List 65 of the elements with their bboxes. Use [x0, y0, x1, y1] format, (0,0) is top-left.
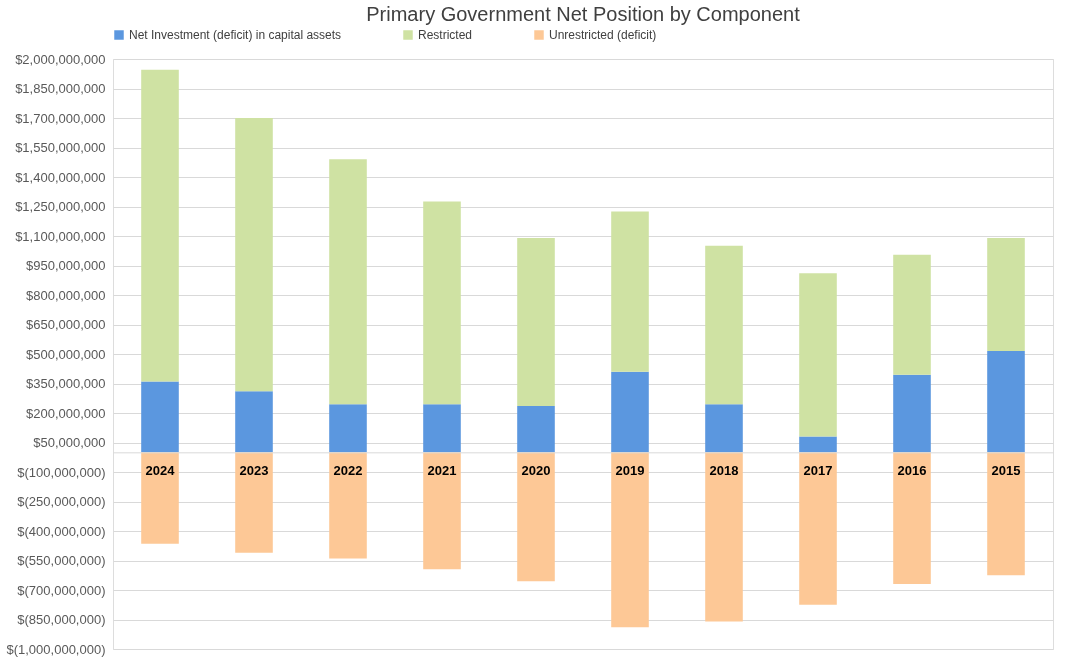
x-tick-label: 2019 [615, 462, 645, 478]
bar [987, 237, 1025, 352]
y-tick-label: $(100,000,000) [17, 464, 106, 480]
bar [517, 406, 555, 453]
bar [517, 452, 555, 582]
y-tick-label: $(850,000,000) [17, 612, 106, 627]
x-tick-label: 2020 [521, 462, 551, 478]
y-tick-label: $1,250,000,000 [15, 199, 106, 214]
bar [141, 381, 179, 453]
bar [611, 211, 649, 372]
bar [517, 237, 555, 407]
y-tick-label: $(400,000,000) [17, 523, 106, 539]
x-tick-label: 2021 [427, 462, 457, 478]
legend-label: Net Investment (deficit) in capital assets [129, 28, 342, 42]
bar [705, 245, 743, 405]
y-tick-label: $2,000,000,000 [15, 51, 106, 67]
y-tick-label: $950,000,000 [25, 258, 106, 273]
y-tick-label: $800,000,000 [25, 287, 106, 303]
x-tick-label: 2022 [333, 462, 363, 478]
bar [423, 452, 461, 570]
y-tick-label: $(1,000,000,000) [6, 641, 106, 657]
x-tick-label: 2015 [991, 462, 1021, 478]
bar [893, 452, 931, 585]
y-tick-label: $650,000,000 [25, 317, 106, 332]
bar [987, 351, 1025, 453]
y-tick-label: $1,550,000,000 [15, 140, 106, 155]
y-tick-label: $(250,000,000) [17, 494, 106, 509]
y-tick-label: $(550,000,000) [17, 553, 106, 568]
bar [141, 69, 179, 382]
bar [799, 452, 837, 605]
x-tick-label: 2024 [145, 462, 176, 478]
bar [799, 436, 837, 453]
y-tick-label: $50,000,000 [33, 435, 106, 450]
bar [893, 374, 931, 453]
bar [987, 452, 1025, 576]
bar [893, 254, 931, 375]
bar [611, 371, 649, 453]
y-tick-label: $1,700,000,000 [15, 110, 106, 126]
bar [705, 452, 743, 622]
y-tick-label: $1,100,000,000 [15, 228, 106, 244]
bar [611, 452, 649, 628]
x-tick-label: 2023 [239, 462, 269, 478]
y-tick-label: $(700,000,000) [17, 582, 106, 598]
bar [329, 452, 367, 559]
x-tick-label: 2018 [709, 462, 739, 478]
bar [329, 159, 367, 405]
legend-label: Restricted [418, 28, 473, 42]
bar [235, 452, 273, 553]
y-tick-label: $1,400,000,000 [15, 169, 106, 185]
chart-title: Primary Government Net Position by Component [366, 3, 801, 25]
y-tick-label: $1,850,000,000 [15, 81, 106, 96]
bar [235, 391, 273, 453]
legend-label: Unrestricted (deficit) [549, 28, 657, 42]
bar [329, 404, 367, 453]
bar [235, 118, 273, 392]
x-tick-label: 2016 [897, 462, 927, 478]
bar [141, 452, 179, 544]
y-tick-label: $350,000,000 [25, 376, 106, 391]
bar [423, 201, 461, 405]
bar [423, 404, 461, 453]
y-tick-label: $500,000,000 [25, 346, 106, 362]
bar [705, 404, 743, 453]
y-tick-label: $200,000,000 [25, 405, 106, 421]
bar [799, 273, 837, 437]
x-tick-label: 2017 [803, 462, 833, 478]
